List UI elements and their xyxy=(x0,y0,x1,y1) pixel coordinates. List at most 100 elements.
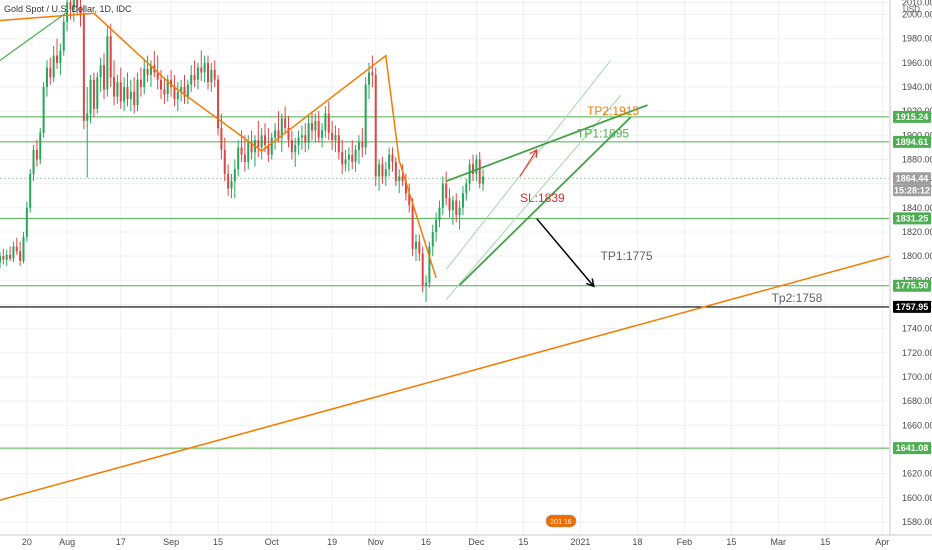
candle-body[interactable] xyxy=(166,79,169,95)
candle-body[interactable] xyxy=(307,123,310,143)
candle-body[interactable] xyxy=(123,86,126,102)
candle-body[interactable] xyxy=(35,149,38,160)
candle-body[interactable] xyxy=(129,91,132,100)
candle-body[interactable] xyxy=(49,67,52,78)
candle-body[interactable] xyxy=(92,79,95,109)
candle-body[interactable] xyxy=(368,72,371,85)
candle-body[interactable] xyxy=(0,256,2,263)
candle-body[interactable] xyxy=(267,144,270,155)
candle-body[interactable] xyxy=(257,140,260,148)
candle-body[interactable] xyxy=(69,2,72,10)
candle-body[interactable] xyxy=(186,84,189,97)
candle-body[interactable] xyxy=(310,123,313,131)
candle-body[interactable] xyxy=(428,246,431,283)
candle-body[interactable] xyxy=(89,79,92,114)
candle-body[interactable] xyxy=(297,137,300,145)
candle-body[interactable] xyxy=(62,21,65,51)
candle-body[interactable] xyxy=(139,79,142,87)
candle-body[interactable] xyxy=(176,91,179,100)
candle-body[interactable] xyxy=(243,154,246,162)
candle-body[interactable] xyxy=(146,68,149,75)
candle-body[interactable] xyxy=(280,118,283,138)
candle-body[interactable] xyxy=(304,135,307,143)
candle-body[interactable] xyxy=(173,86,176,100)
candle-body[interactable] xyxy=(331,132,334,141)
green-channel-upper[interactable] xyxy=(445,104,648,183)
candle-body[interactable] xyxy=(22,236,25,261)
candle-body[interactable] xyxy=(284,118,287,129)
orange-zigzag-pattern[interactable] xyxy=(0,12,437,279)
candle-body[interactable] xyxy=(425,282,428,286)
candle-body[interactable] xyxy=(404,181,407,194)
candle-body[interactable] xyxy=(5,254,8,260)
candle-body[interactable] xyxy=(317,120,320,138)
candle-body[interactable] xyxy=(196,67,199,80)
candle-body[interactable] xyxy=(391,154,394,162)
candle-body[interactable] xyxy=(66,2,69,22)
candle-body[interactable] xyxy=(86,113,89,121)
candle-body[interactable] xyxy=(170,79,173,87)
candle-body[interactable] xyxy=(468,164,471,184)
candle-body[interactable] xyxy=(9,254,12,259)
candle-body[interactable] xyxy=(341,152,344,165)
candle-body[interactable] xyxy=(230,181,233,189)
candle-body[interactable] xyxy=(25,207,28,237)
candle-body[interactable] xyxy=(260,135,263,148)
candle-body[interactable] xyxy=(82,14,85,121)
candle-body[interactable] xyxy=(357,142,360,150)
candle-body[interactable] xyxy=(12,246,15,259)
candle-body[interactable] xyxy=(394,161,397,182)
candle-body[interactable] xyxy=(183,86,186,97)
candle-body[interactable] xyxy=(431,231,434,247)
candle-body[interactable] xyxy=(277,130,280,138)
candle-body[interactable] xyxy=(274,130,277,138)
orange-support-trendline[interactable] xyxy=(0,255,890,501)
candle-body[interactable] xyxy=(160,79,163,90)
candle-body[interactable] xyxy=(418,241,421,254)
candle-body[interactable] xyxy=(29,173,32,208)
candle-body[interactable] xyxy=(411,205,414,249)
candle-body[interactable] xyxy=(250,142,253,153)
candle-body[interactable] xyxy=(223,149,226,174)
candle-body[interactable] xyxy=(19,251,22,261)
thin-channel-line-b[interactable] xyxy=(445,60,611,270)
candle-body[interactable] xyxy=(361,142,364,148)
candle-body[interactable] xyxy=(72,0,75,10)
candle-body[interactable] xyxy=(451,200,454,211)
candle-body[interactable] xyxy=(2,256,5,260)
thin-channel-line-a[interactable] xyxy=(445,95,621,300)
candle-body[interactable] xyxy=(163,89,166,95)
candle-body[interactable] xyxy=(193,74,196,80)
candle-body[interactable] xyxy=(180,86,183,92)
red-target-arrow[interactable] xyxy=(519,149,538,177)
candle-body[interactable] xyxy=(210,70,213,83)
candle-body[interactable] xyxy=(119,82,122,102)
candle-body[interactable] xyxy=(435,219,438,232)
candle-body[interactable] xyxy=(203,62,206,73)
candle-body[interactable] xyxy=(79,7,82,15)
candle-body[interactable] xyxy=(143,68,146,87)
candle-body[interactable] xyxy=(149,65,152,75)
candle-body[interactable] xyxy=(106,36,109,90)
candle-body[interactable] xyxy=(478,159,481,184)
candle-body[interactable] xyxy=(213,70,216,80)
candle-body[interactable] xyxy=(438,207,441,220)
candle-body[interactable] xyxy=(247,142,250,162)
candle-body[interactable] xyxy=(270,137,273,155)
candles[interactable] xyxy=(0,0,485,303)
candle-body[interactable] xyxy=(264,135,267,145)
candle-body[interactable] xyxy=(475,159,478,174)
candle-body[interactable] xyxy=(401,176,404,182)
candle-body[interactable] xyxy=(421,253,424,286)
candle-body[interactable] xyxy=(200,67,203,73)
candle-body[interactable] xyxy=(354,149,357,162)
candle-body[interactable] xyxy=(364,84,367,148)
candle-body[interactable] xyxy=(136,79,139,106)
green-rising-line[interactable] xyxy=(0,11,68,61)
candle-body[interactable] xyxy=(314,120,317,131)
candle-body[interactable] xyxy=(133,91,136,106)
candle-body[interactable] xyxy=(233,169,236,182)
candle-body[interactable] xyxy=(102,65,106,90)
candle-body[interactable] xyxy=(300,135,303,138)
